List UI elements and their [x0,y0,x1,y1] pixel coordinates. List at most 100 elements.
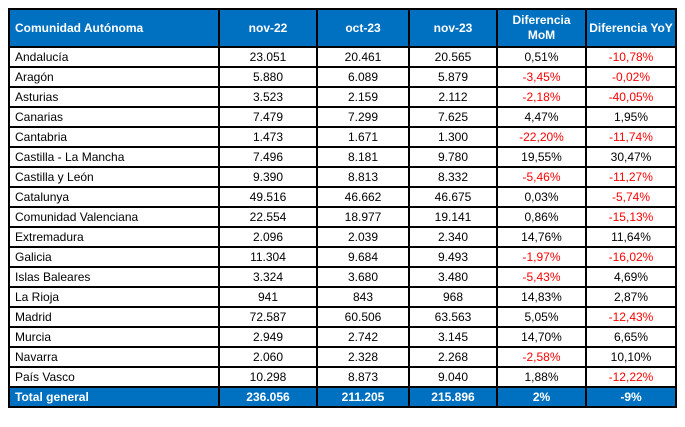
diff-mom-cell: 0,03% [496,186,587,208]
nov23-value-cell: 1.300 [408,126,498,148]
nov23-value-cell: 2.268 [408,346,498,368]
nov22-value-cell: 2.096 [218,226,318,248]
diff-yoy-cell: -11,27% [585,166,677,188]
nov23-value-cell: 3.480 [408,266,498,288]
total-oct23-cell: 211.205 [316,386,410,408]
region-name-cell: La Rioja [8,286,220,308]
region-name-cell: Islas Baleares [8,266,220,288]
table-row: Islas Baleares 3.324 3.680 3.480 -5,43% … [8,266,677,288]
nov23-value-cell: 9.780 [408,146,498,168]
total-diff-yoy-cell: -9% [585,386,677,408]
nov23-value-cell: 19.141 [408,206,498,228]
table-row: Catalunya 49.516 46.662 46.675 0,03% -5,… [8,186,677,208]
oct23-value-cell: 7.299 [316,106,410,128]
col-header-diferencia-mom: Diferencia MoM [496,8,587,48]
region-name-cell: País Vasco [8,366,220,388]
region-name-cell: Murcia [8,326,220,348]
total-nov23-cell: 215.896 [408,386,498,408]
total-diff-mom-cell: 2% [496,386,587,408]
table-row: Castilla - La Mancha 7.496 8.181 9.780 1… [8,146,677,168]
table-row: Murcia 2.949 2.742 3.145 14,70% 6,65% [8,326,677,348]
region-name-cell: Catalunya [8,186,220,208]
diff-mom-cell: 14,70% [496,326,587,348]
region-name-cell: Galicia [8,246,220,268]
nov22-value-cell: 7.496 [218,146,318,168]
diff-yoy-cell: 10,10% [585,346,677,368]
diff-mom-cell: -1,97% [496,246,587,268]
diff-mom-cell: 4,47% [496,106,587,128]
oct23-value-cell: 1.671 [316,126,410,148]
header-row: Comunidad Autónoma nov-22 oct-23 nov-23 … [8,8,677,48]
table-row: Comunidad Valenciana 22.554 18.977 19.14… [8,206,677,228]
diff-yoy-cell: -15,13% [585,206,677,228]
col-header-nov-22: nov-22 [218,8,318,48]
region-name-cell: Comunidad Valenciana [8,206,220,228]
nov22-value-cell: 72.587 [218,306,318,328]
total-nov22-cell: 236.056 [218,386,318,408]
nov22-value-cell: 9.390 [218,166,318,188]
region-name-cell: Castilla - La Mancha [8,146,220,168]
table-row: Navarra 2.060 2.328 2.268 -2,58% 10,10% [8,346,677,368]
oct23-value-cell: 2.159 [316,86,410,108]
oct23-value-cell: 2.742 [316,326,410,348]
nov23-value-cell: 5.879 [408,66,498,88]
oct23-value-cell: 2.039 [316,226,410,248]
diff-mom-cell: 5,05% [496,306,587,328]
col-header-oct-23: oct-23 [316,8,410,48]
diff-mom-cell: -3,45% [496,66,587,88]
nov22-value-cell: 49.516 [218,186,318,208]
diff-mom-cell: -2,18% [496,86,587,108]
nov22-value-cell: 1.473 [218,126,318,148]
nov23-value-cell: 20.565 [408,46,498,68]
table-row: Madrid 72.587 60.506 63.563 5,05% -12,43… [8,306,677,328]
diff-yoy-cell: 11,64% [585,226,677,248]
nov23-value-cell: 3.145 [408,326,498,348]
diff-yoy-cell: 2,87% [585,286,677,308]
nov23-value-cell: 2.340 [408,226,498,248]
region-name-cell: Aragón [8,66,220,88]
diff-yoy-cell: -5,74% [585,186,677,208]
nov22-value-cell: 2.060 [218,346,318,368]
region-name-cell: Cantabria [8,126,220,148]
diff-mom-cell: 14,83% [496,286,587,308]
oct23-value-cell: 46.662 [316,186,410,208]
oct23-value-cell: 20.461 [316,46,410,68]
table-row: País Vasco 10.298 8.873 9.040 1,88% -12,… [8,366,677,388]
region-name-cell: Navarra [8,346,220,368]
diff-mom-cell: -5,46% [496,166,587,188]
table-row: Cantabria 1.473 1.671 1.300 -22,20% -11,… [8,126,677,148]
region-name-cell: Castilla y León [8,166,220,188]
nov23-value-cell: 2.112 [408,86,498,108]
region-name-cell: Andalucía [8,46,220,68]
nov22-value-cell: 5.880 [218,66,318,88]
nov23-value-cell: 968 [408,286,498,308]
diff-yoy-cell: -12,22% [585,366,677,388]
table-row: Galicia 11.304 9.684 9.493 -1,97% -16,02… [8,246,677,268]
table-row: Extremadura 2.096 2.039 2.340 14,76% 11,… [8,226,677,248]
oct23-value-cell: 18.977 [316,206,410,228]
nov22-value-cell: 10.298 [218,366,318,388]
nov22-value-cell: 22.554 [218,206,318,228]
diff-yoy-cell: -11,74% [585,126,677,148]
diff-yoy-cell: -40,05% [585,86,677,108]
nov22-value-cell: 3.324 [218,266,318,288]
oct23-value-cell: 6.089 [316,66,410,88]
diff-mom-cell: 0,51% [496,46,587,68]
col-header-diferencia-yoy: Diferencia YoY [585,8,677,48]
oct23-value-cell: 8.873 [316,366,410,388]
diff-yoy-cell: 1,95% [585,106,677,128]
diff-yoy-cell: 30,47% [585,146,677,168]
diff-yoy-cell: -10,78% [585,46,677,68]
col-header-comunidad-autonoma: Comunidad Autónoma [8,8,220,48]
nov22-value-cell: 2.949 [218,326,318,348]
nov23-value-cell: 9.493 [408,246,498,268]
region-name-cell: Asturias [8,86,220,108]
oct23-value-cell: 8.813 [316,166,410,188]
nov22-value-cell: 23.051 [218,46,318,68]
nov23-value-cell: 8.332 [408,166,498,188]
oct23-value-cell: 2.328 [316,346,410,368]
table-page: Comunidad Autónoma nov-22 oct-23 nov-23 … [8,8,677,408]
diff-mom-cell: 19,55% [496,146,587,168]
diff-yoy-cell: 4,69% [585,266,677,288]
oct23-value-cell: 9.684 [316,246,410,268]
